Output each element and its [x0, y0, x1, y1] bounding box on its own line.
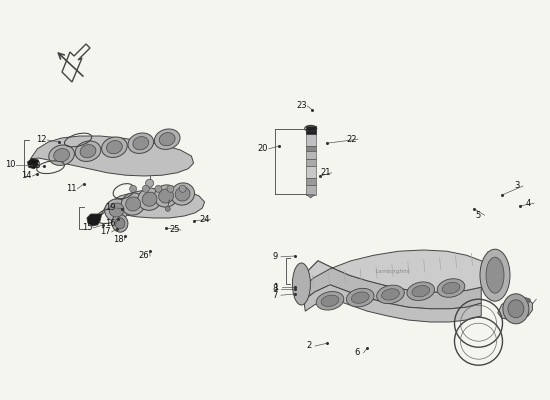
Circle shape [165, 206, 170, 211]
Polygon shape [301, 261, 481, 309]
Ellipse shape [154, 185, 178, 207]
Ellipse shape [121, 193, 145, 215]
Bar [306, 159, 316, 166]
Circle shape [146, 179, 153, 187]
Ellipse shape [80, 144, 96, 158]
Text: 26: 26 [139, 252, 150, 260]
Text: 10: 10 [4, 160, 15, 169]
Ellipse shape [316, 292, 344, 310]
Ellipse shape [382, 289, 399, 300]
Ellipse shape [142, 192, 157, 206]
Polygon shape [100, 189, 205, 218]
Polygon shape [307, 195, 315, 198]
Ellipse shape [486, 257, 504, 293]
Ellipse shape [115, 218, 125, 229]
Bar [306, 185, 316, 195]
Ellipse shape [351, 292, 369, 303]
Polygon shape [498, 297, 532, 320]
Ellipse shape [133, 136, 148, 150]
Ellipse shape [437, 279, 465, 297]
Text: 20: 20 [257, 144, 268, 153]
Ellipse shape [407, 282, 434, 300]
Text: 18: 18 [113, 236, 124, 244]
Ellipse shape [109, 203, 124, 217]
Text: 11: 11 [66, 184, 77, 193]
Text: 22: 22 [346, 135, 358, 144]
Text: 14: 14 [21, 172, 32, 180]
Text: 15: 15 [81, 224, 92, 232]
Ellipse shape [170, 183, 195, 205]
Ellipse shape [102, 137, 127, 158]
Bar [306, 151, 316, 159]
Ellipse shape [54, 148, 69, 162]
Circle shape [142, 185, 149, 192]
Ellipse shape [503, 294, 529, 324]
Text: 21: 21 [320, 168, 331, 177]
Text: 23: 23 [296, 102, 307, 110]
Ellipse shape [377, 285, 404, 304]
Text: 13: 13 [30, 162, 41, 170]
Ellipse shape [138, 188, 162, 210]
Circle shape [130, 185, 136, 192]
Ellipse shape [107, 140, 122, 154]
Text: Lamborghini: Lamborghini [376, 269, 410, 274]
Ellipse shape [75, 141, 101, 162]
Ellipse shape [508, 300, 524, 318]
Ellipse shape [125, 197, 141, 211]
Ellipse shape [175, 187, 190, 201]
Text: 1: 1 [273, 283, 279, 292]
Ellipse shape [112, 214, 128, 232]
Text: 24: 24 [199, 215, 210, 224]
Ellipse shape [346, 288, 374, 307]
Polygon shape [301, 250, 495, 292]
Ellipse shape [442, 282, 460, 294]
Ellipse shape [321, 295, 339, 306]
Ellipse shape [128, 133, 153, 154]
Polygon shape [30, 136, 194, 176]
Text: 17: 17 [100, 228, 111, 236]
Ellipse shape [480, 249, 510, 301]
Bar [306, 178, 316, 185]
Polygon shape [28, 158, 38, 169]
Text: 3: 3 [514, 182, 520, 190]
Ellipse shape [412, 286, 430, 297]
Polygon shape [87, 214, 102, 226]
Text: 9: 9 [272, 252, 278, 261]
Ellipse shape [160, 132, 175, 146]
Text: 25: 25 [169, 226, 180, 234]
Bar [306, 146, 316, 151]
Text: 12: 12 [36, 136, 47, 144]
Text: 2: 2 [306, 342, 312, 350]
Text: 7: 7 [272, 291, 278, 300]
Text: 5: 5 [476, 211, 481, 220]
Text: 19: 19 [104, 204, 116, 212]
Bar [306, 166, 316, 178]
Ellipse shape [158, 189, 174, 203]
Circle shape [179, 185, 186, 192]
Circle shape [167, 185, 174, 192]
Bar [306, 129, 316, 146]
Text: 4: 4 [525, 199, 531, 208]
Text: 6: 6 [355, 348, 360, 357]
Ellipse shape [155, 129, 180, 150]
Ellipse shape [104, 199, 129, 221]
Circle shape [155, 185, 162, 192]
Polygon shape [301, 281, 481, 322]
Text: 16: 16 [104, 219, 116, 228]
Text: 8: 8 [272, 284, 278, 293]
Bar [306, 126, 316, 134]
Ellipse shape [293, 263, 310, 305]
Ellipse shape [49, 145, 74, 166]
